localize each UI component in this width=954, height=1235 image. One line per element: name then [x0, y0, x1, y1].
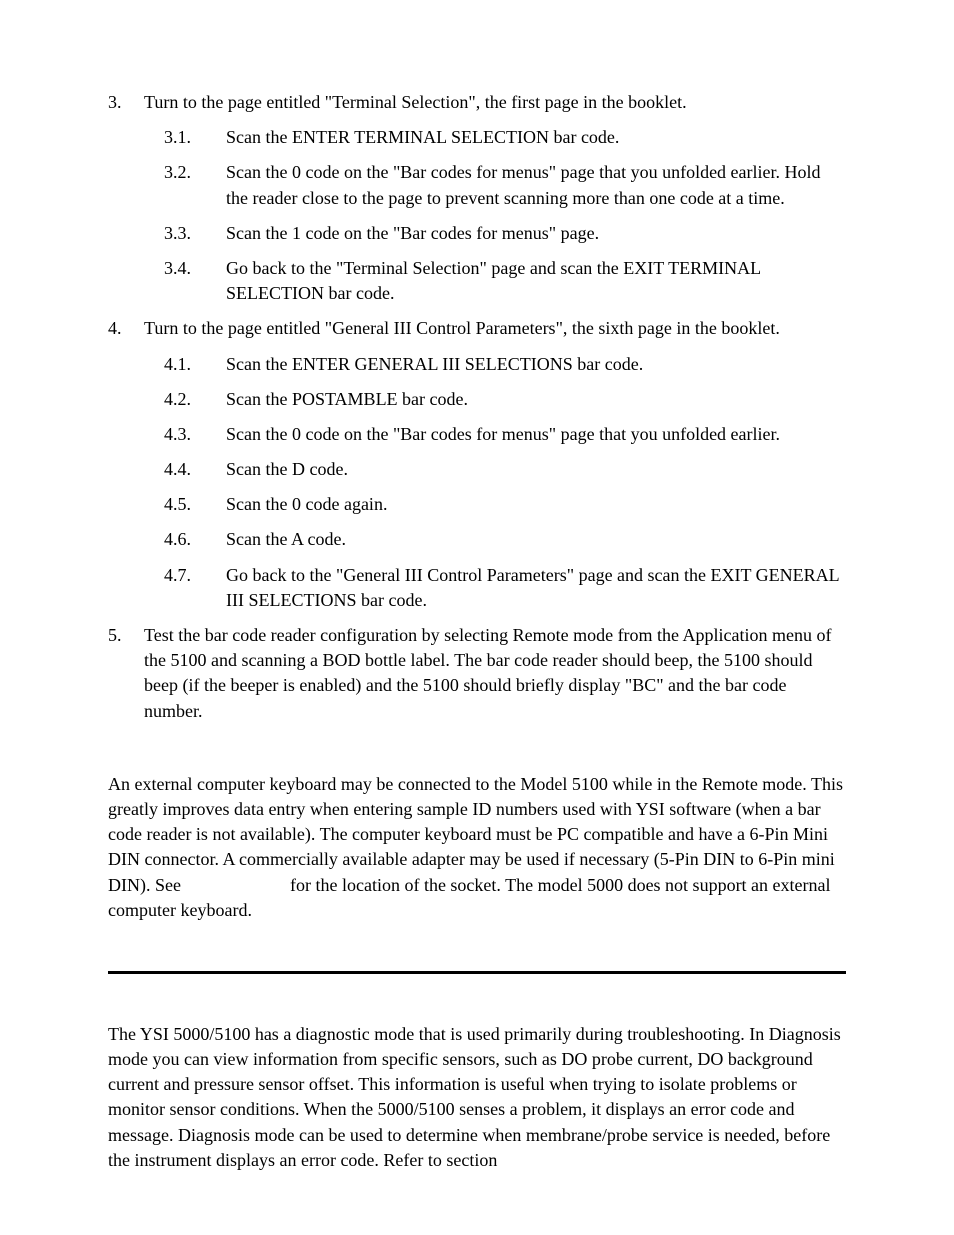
sub-number: 3.3. — [164, 221, 226, 246]
sub-number: 4.6. — [164, 527, 226, 552]
sub-text: Scan the 0 code on the "Bar codes for me… — [226, 422, 846, 447]
sub-item: 4.1. Scan the ENTER GENERAL III SELECTIO… — [164, 352, 846, 377]
sub-number: 3.4. — [164, 256, 226, 306]
paragraph-keyboard: An external computer keyboard may be con… — [108, 772, 846, 923]
sub-number: 4.5. — [164, 492, 226, 517]
sub-item: 4.6. Scan the A code. — [164, 527, 846, 552]
sub-text: Scan the ENTER TERMINAL SELECTION bar co… — [226, 125, 846, 150]
sub-text: Go back to the "Terminal Selection" page… — [226, 256, 846, 306]
list-number: 5. — [108, 623, 144, 724]
list-number: 3. — [108, 90, 144, 115]
sub-list-3: 3.1. Scan the ENTER TERMINAL SELECTION b… — [164, 125, 846, 306]
sub-list-4: 4.1. Scan the ENTER GENERAL III SELECTIO… — [164, 352, 846, 614]
sub-number: 4.7. — [164, 563, 226, 613]
sub-number: 3.2. — [164, 160, 226, 210]
sub-item: 4.5. Scan the 0 code again. — [164, 492, 846, 517]
list-text: Turn to the page entitled "Terminal Sele… — [144, 90, 846, 115]
sub-text: Scan the 0 code on the "Bar codes for me… — [226, 160, 846, 210]
list-item-4: 4. Turn to the page entitled "General II… — [108, 316, 846, 341]
sub-item: 3.1. Scan the ENTER TERMINAL SELECTION b… — [164, 125, 846, 150]
list-number: 4. — [108, 316, 144, 341]
sub-number: 4.1. — [164, 352, 226, 377]
sub-number: 4.4. — [164, 457, 226, 482]
sub-item: 4.4. Scan the D code. — [164, 457, 846, 482]
sub-item: 4.7. Go back to the "General III Control… — [164, 563, 846, 613]
sub-item: 4.3. Scan the 0 code on the "Bar codes f… — [164, 422, 846, 447]
sub-text: Scan the ENTER GENERAL III SELECTIONS ba… — [226, 352, 846, 377]
sub-number: 4.2. — [164, 387, 226, 412]
list-text: Turn to the page entitled "General III C… — [144, 316, 846, 341]
sub-text: Scan the POSTAMBLE bar code. — [226, 387, 846, 412]
paragraph-diagnosis: The YSI 5000/5100 has a diagnostic mode … — [108, 1022, 846, 1173]
sub-text: Go back to the "General III Control Para… — [226, 563, 846, 613]
sub-text: Scan the 0 code again. — [226, 492, 846, 517]
sub-text: Scan the A code. — [226, 527, 846, 552]
list-item-3: 3. Turn to the page entitled "Terminal S… — [108, 90, 846, 115]
section-divider — [108, 971, 846, 974]
sub-text: Scan the D code. — [226, 457, 846, 482]
sub-item: 3.2. Scan the 0 code on the "Bar codes f… — [164, 160, 846, 210]
list-item-5: 5. Test the bar code reader configuratio… — [108, 623, 846, 724]
list-text: Test the bar code reader configuration b… — [144, 623, 846, 724]
sub-number: 3.1. — [164, 125, 226, 150]
paragraph-text-part2: for the location of the socket. The mode… — [108, 875, 831, 920]
sub-number: 4.3. — [164, 422, 226, 447]
sub-item: 3.4. Go back to the "Terminal Selection"… — [164, 256, 846, 306]
sub-item: 3.3. Scan the 1 code on the "Bar codes f… — [164, 221, 846, 246]
sub-item: 4.2. Scan the POSTAMBLE bar code. — [164, 387, 846, 412]
sub-text: Scan the 1 code on the "Bar codes for me… — [226, 221, 846, 246]
